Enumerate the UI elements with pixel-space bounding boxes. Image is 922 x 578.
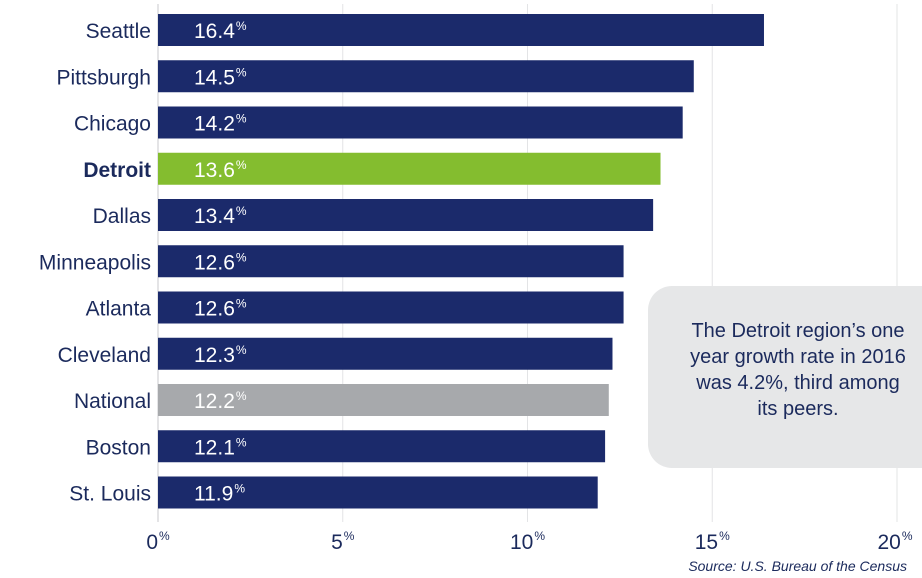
data-label-percent: %	[236, 19, 247, 33]
category-label: Atlanta	[86, 298, 152, 321]
bar	[158, 291, 624, 324]
source-note: Source: U.S. Bureau of the Census	[688, 558, 907, 574]
x-tick-label: 0%	[146, 529, 170, 554]
category-label: Detroit	[83, 159, 151, 182]
bar	[158, 476, 598, 509]
bar	[158, 60, 694, 93]
data-label: 11.9%	[194, 482, 245, 506]
data-label-percent: %	[234, 482, 245, 496]
callout-line: year growth rate in 2016	[690, 346, 906, 368]
data-label-percent: %	[236, 297, 247, 311]
category-label: Minneapolis	[39, 251, 151, 274]
data-label: 12.3%	[194, 343, 247, 367]
data-label-percent: %	[236, 250, 247, 264]
bar	[158, 384, 609, 416]
data-label-percent: %	[236, 65, 247, 79]
callout-line: The Detroit region’s one	[691, 320, 904, 342]
data-label-percent: %	[236, 158, 247, 172]
x-tick-label: 5%	[331, 529, 355, 554]
data-label-percent: %	[236, 435, 247, 449]
x-tick-label: 20%	[877, 529, 912, 554]
x-tick-label: 15%	[695, 529, 730, 554]
x-tick-label: 10%	[510, 529, 545, 554]
data-label: 14.5%	[194, 65, 247, 89]
bar	[158, 337, 613, 370]
bar	[158, 430, 606, 463]
bar	[158, 14, 764, 46]
bar	[158, 245, 624, 278]
data-label-percent: %	[236, 343, 247, 357]
data-label-percent: %	[236, 204, 247, 218]
callout-background	[648, 286, 922, 468]
category-label: Dallas	[93, 205, 151, 228]
category-label: National	[74, 390, 151, 413]
category-label: Chicago	[74, 113, 151, 136]
category-label: Seattle	[86, 20, 151, 43]
category-label: St. Louis	[69, 483, 151, 506]
category-label: Pittsburgh	[56, 66, 151, 89]
callout-line: its peers.	[757, 398, 838, 420]
x-tick-percent: %	[344, 529, 355, 543]
bar	[158, 106, 683, 139]
bars: 16.4%14.5%14.2%13.6%13.4%12.6%12.6%12.3%…	[158, 14, 764, 509]
x-tick-percent: %	[159, 529, 170, 543]
x-tick-percent: %	[534, 529, 545, 543]
bar	[158, 152, 661, 185]
bar	[158, 199, 654, 231]
callout-box: The Detroit region’s one year growth rate…	[648, 286, 922, 468]
data-label: 12.6%	[194, 297, 247, 321]
callout-text: The Detroit region’s one year growth rate…	[690, 320, 906, 420]
x-tick-percent: %	[719, 529, 730, 543]
callout-line: was 4.2%, third among	[695, 372, 899, 394]
category-labels: Seattle Pittsburgh Chicago Detroit Dallas Min…	[39, 20, 151, 506]
data-label-percent: %	[236, 389, 247, 403]
category-label: Boston	[86, 436, 151, 459]
data-label: 12.2%	[194, 389, 247, 413]
x-tick-percent: %	[902, 529, 913, 543]
data-label-percent: %	[236, 112, 247, 126]
x-axis-tick-labels: 0% 5% 10% 15% 20%	[146, 529, 913, 554]
category-label: Cleveland	[58, 344, 151, 367]
